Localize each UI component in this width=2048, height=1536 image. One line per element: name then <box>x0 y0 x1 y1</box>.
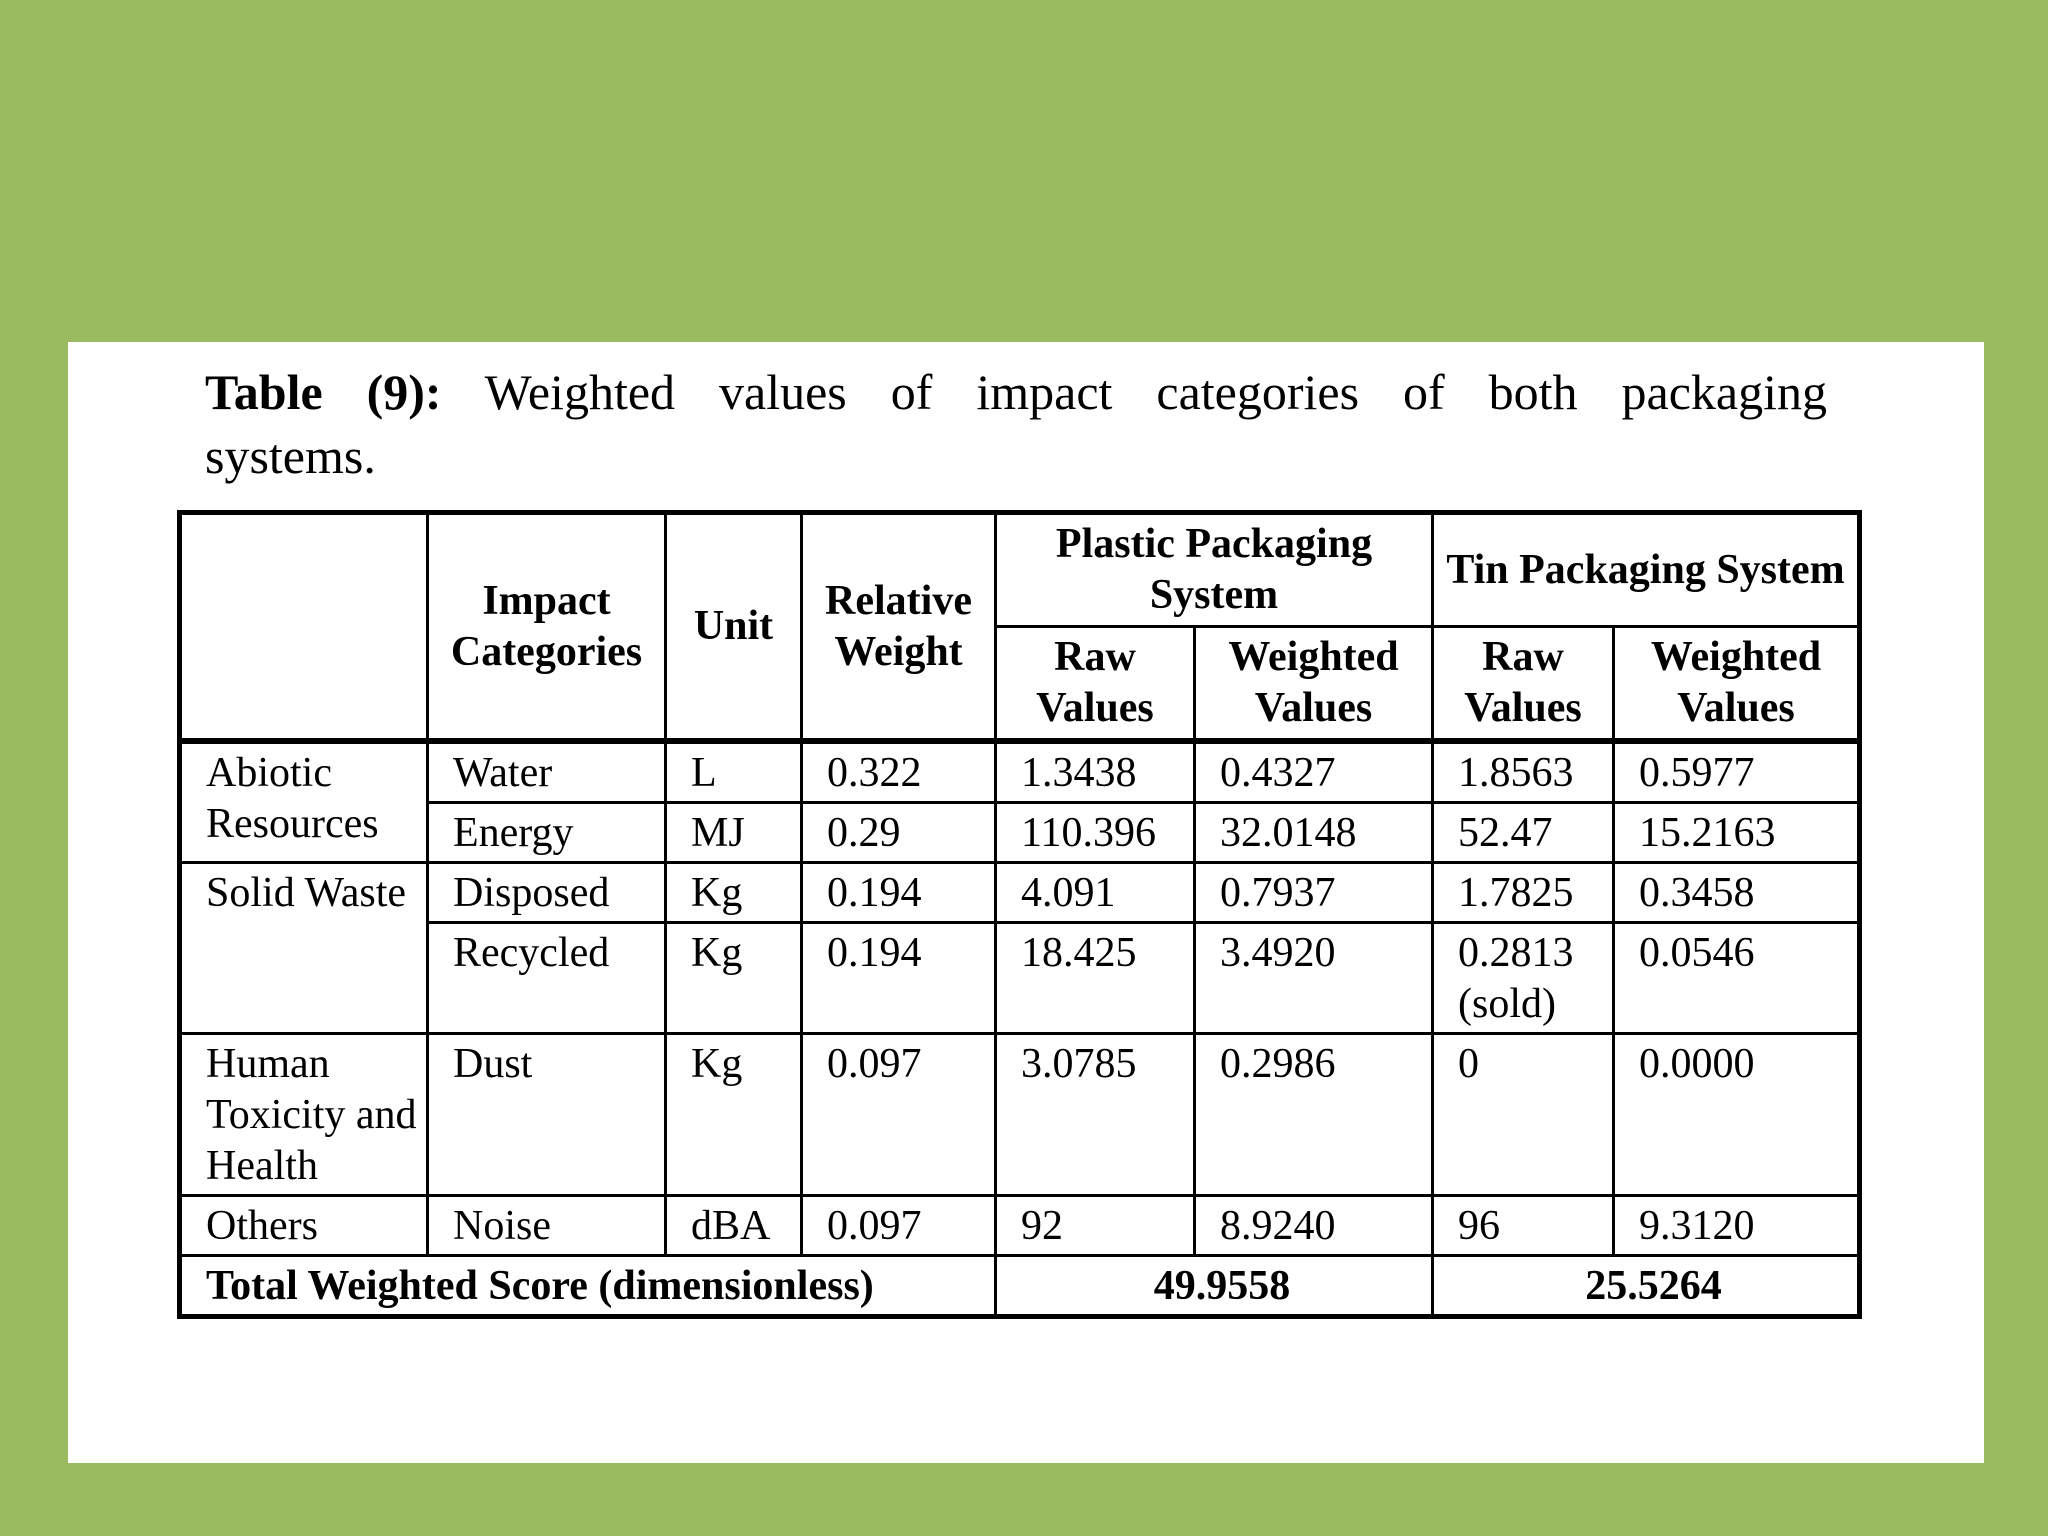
header-row-2: Raw Values Weighted Values Raw Values We… <box>180 625 1862 744</box>
category-cell: Energy <box>426 801 667 864</box>
group-label: Abiotic Resources <box>178 739 429 864</box>
header-plastic-raw: Raw Values <box>994 625 1196 744</box>
caption-text-line1: Weighted values of impact categories of … <box>484 364 1827 420</box>
plastic-weighted-cell: 32.0148 <box>1193 801 1434 864</box>
plastic-weighted-cell: 0.2986 <box>1193 1032 1434 1197</box>
total-row: Total Weighted Score (dimensionless) 49.… <box>178 1254 1862 1318</box>
tin-weighted-cell: 0.3458 <box>1611 861 1862 924</box>
header-plastic-weighted: Weighted Values <box>1193 625 1434 744</box>
plastic-raw-cell: 18.425 <box>994 921 1196 1035</box>
unit-cell: Kg <box>664 921 803 1035</box>
table-row: Solid Waste Disposed Kg 0.194 4.091 0.79… <box>178 861 1862 1035</box>
header-tin-weighted: Weighted Values <box>1611 625 1862 744</box>
header-plastic-system: Plastic Packaging System <box>994 511 1434 628</box>
tin-weighted-cell: 0.0546 <box>1611 921 1862 1035</box>
group-label: Others <box>178 1194 429 1257</box>
table-row: Recycled Kg 0.194 18.425 3.4920 0.2813 (… <box>180 921 1862 1035</box>
plastic-weighted-cell: 3.4920 <box>1193 921 1434 1035</box>
tin-weighted-cell: 0.5977 <box>1611 739 1862 804</box>
header-tin-raw: Raw Values <box>1431 625 1615 744</box>
unit-cell: MJ <box>664 801 803 864</box>
header-relative-weight: Relative Weight <box>800 511 997 744</box>
total-label: Total Weighted Score (dimensionless) <box>178 1254 997 1318</box>
tin-raw-cell: 0 <box>1431 1032 1615 1197</box>
header-tin-system: Tin Packaging System <box>1430 511 1862 628</box>
header-unit: Unit <box>664 511 803 744</box>
impact-table: Impact Categories Unit Relative Weight P… <box>177 510 1863 1319</box>
document-page: Table (9): Weighted values of impact cat… <box>68 342 1984 1463</box>
tin-raw-cell: 1.8563 <box>1431 739 1615 804</box>
category-cell: Noise <box>426 1194 667 1257</box>
weight-cell: 0.097 <box>800 1032 997 1197</box>
header-empty-cell <box>178 511 429 744</box>
plastic-raw-cell: 110.396 <box>994 801 1196 864</box>
table-row: Abiotic Resources Water L 0.322 1.3438 0… <box>178 739 1862 864</box>
unit-cell: dBA <box>664 1194 803 1257</box>
group-label: Human Toxicity and Health <box>178 1032 429 1197</box>
weight-cell: 0.29 <box>800 801 997 864</box>
caption-label: Table (9): <box>205 364 442 420</box>
table-caption-line2: systems. <box>205 428 376 484</box>
tin-raw-cell: 1.7825 <box>1431 861 1615 924</box>
table-row: Others Noise dBA 0.097 92 8.9240 96 9.31… <box>178 1194 1862 1257</box>
tin-weighted-cell: 15.2163 <box>1611 801 1862 864</box>
tin-raw-cell: 96 <box>1431 1194 1615 1257</box>
weight-cell: 0.322 <box>800 739 997 804</box>
category-cell: Dust <box>426 1032 667 1197</box>
tin-weighted-cell: 9.3120 <box>1611 1194 1862 1257</box>
table-row: Energy MJ 0.29 110.396 32.0148 52.47 15.… <box>180 801 1862 864</box>
plastic-weighted-cell: 0.4327 <box>1193 739 1434 804</box>
category-cell: Disposed <box>426 861 667 924</box>
table-row: Human Toxicity and Health Dust Kg 0.097 … <box>178 1032 1862 1197</box>
weight-cell: 0.097 <box>800 1194 997 1257</box>
header-row-1: Impact Categories Unit Relative Weight P… <box>178 511 1862 744</box>
tin-raw-cell: 52.47 <box>1431 801 1615 864</box>
group-label: Solid Waste <box>178 861 429 1035</box>
plastic-raw-cell: 3.0785 <box>994 1032 1196 1197</box>
weight-cell: 0.194 <box>800 921 997 1035</box>
total-tin: 25.5264 <box>1430 1254 1862 1318</box>
plastic-weighted-cell: 8.9240 <box>1193 1194 1434 1257</box>
header-impact-categories: Impact Categories <box>426 511 667 744</box>
plastic-raw-cell: 4.091 <box>994 861 1196 924</box>
tin-weighted-cell: 0.0000 <box>1611 1032 1862 1197</box>
unit-cell: Kg <box>664 861 803 924</box>
tin-raw-cell: 0.2813 (sold) <box>1431 921 1615 1035</box>
unit-cell: Kg <box>664 1032 803 1197</box>
category-cell: Recycled <box>426 921 667 1035</box>
total-plastic: 49.9558 <box>994 1254 1434 1318</box>
category-cell: Water <box>426 739 667 804</box>
table-caption: Table (9): Weighted values of impact cat… <box>205 360 1827 424</box>
unit-cell: L <box>664 739 803 804</box>
plastic-raw-cell: 92 <box>994 1194 1196 1257</box>
weight-cell: 0.194 <box>800 861 997 924</box>
plastic-raw-cell: 1.3438 <box>994 739 1196 804</box>
plastic-weighted-cell: 0.7937 <box>1193 861 1434 924</box>
